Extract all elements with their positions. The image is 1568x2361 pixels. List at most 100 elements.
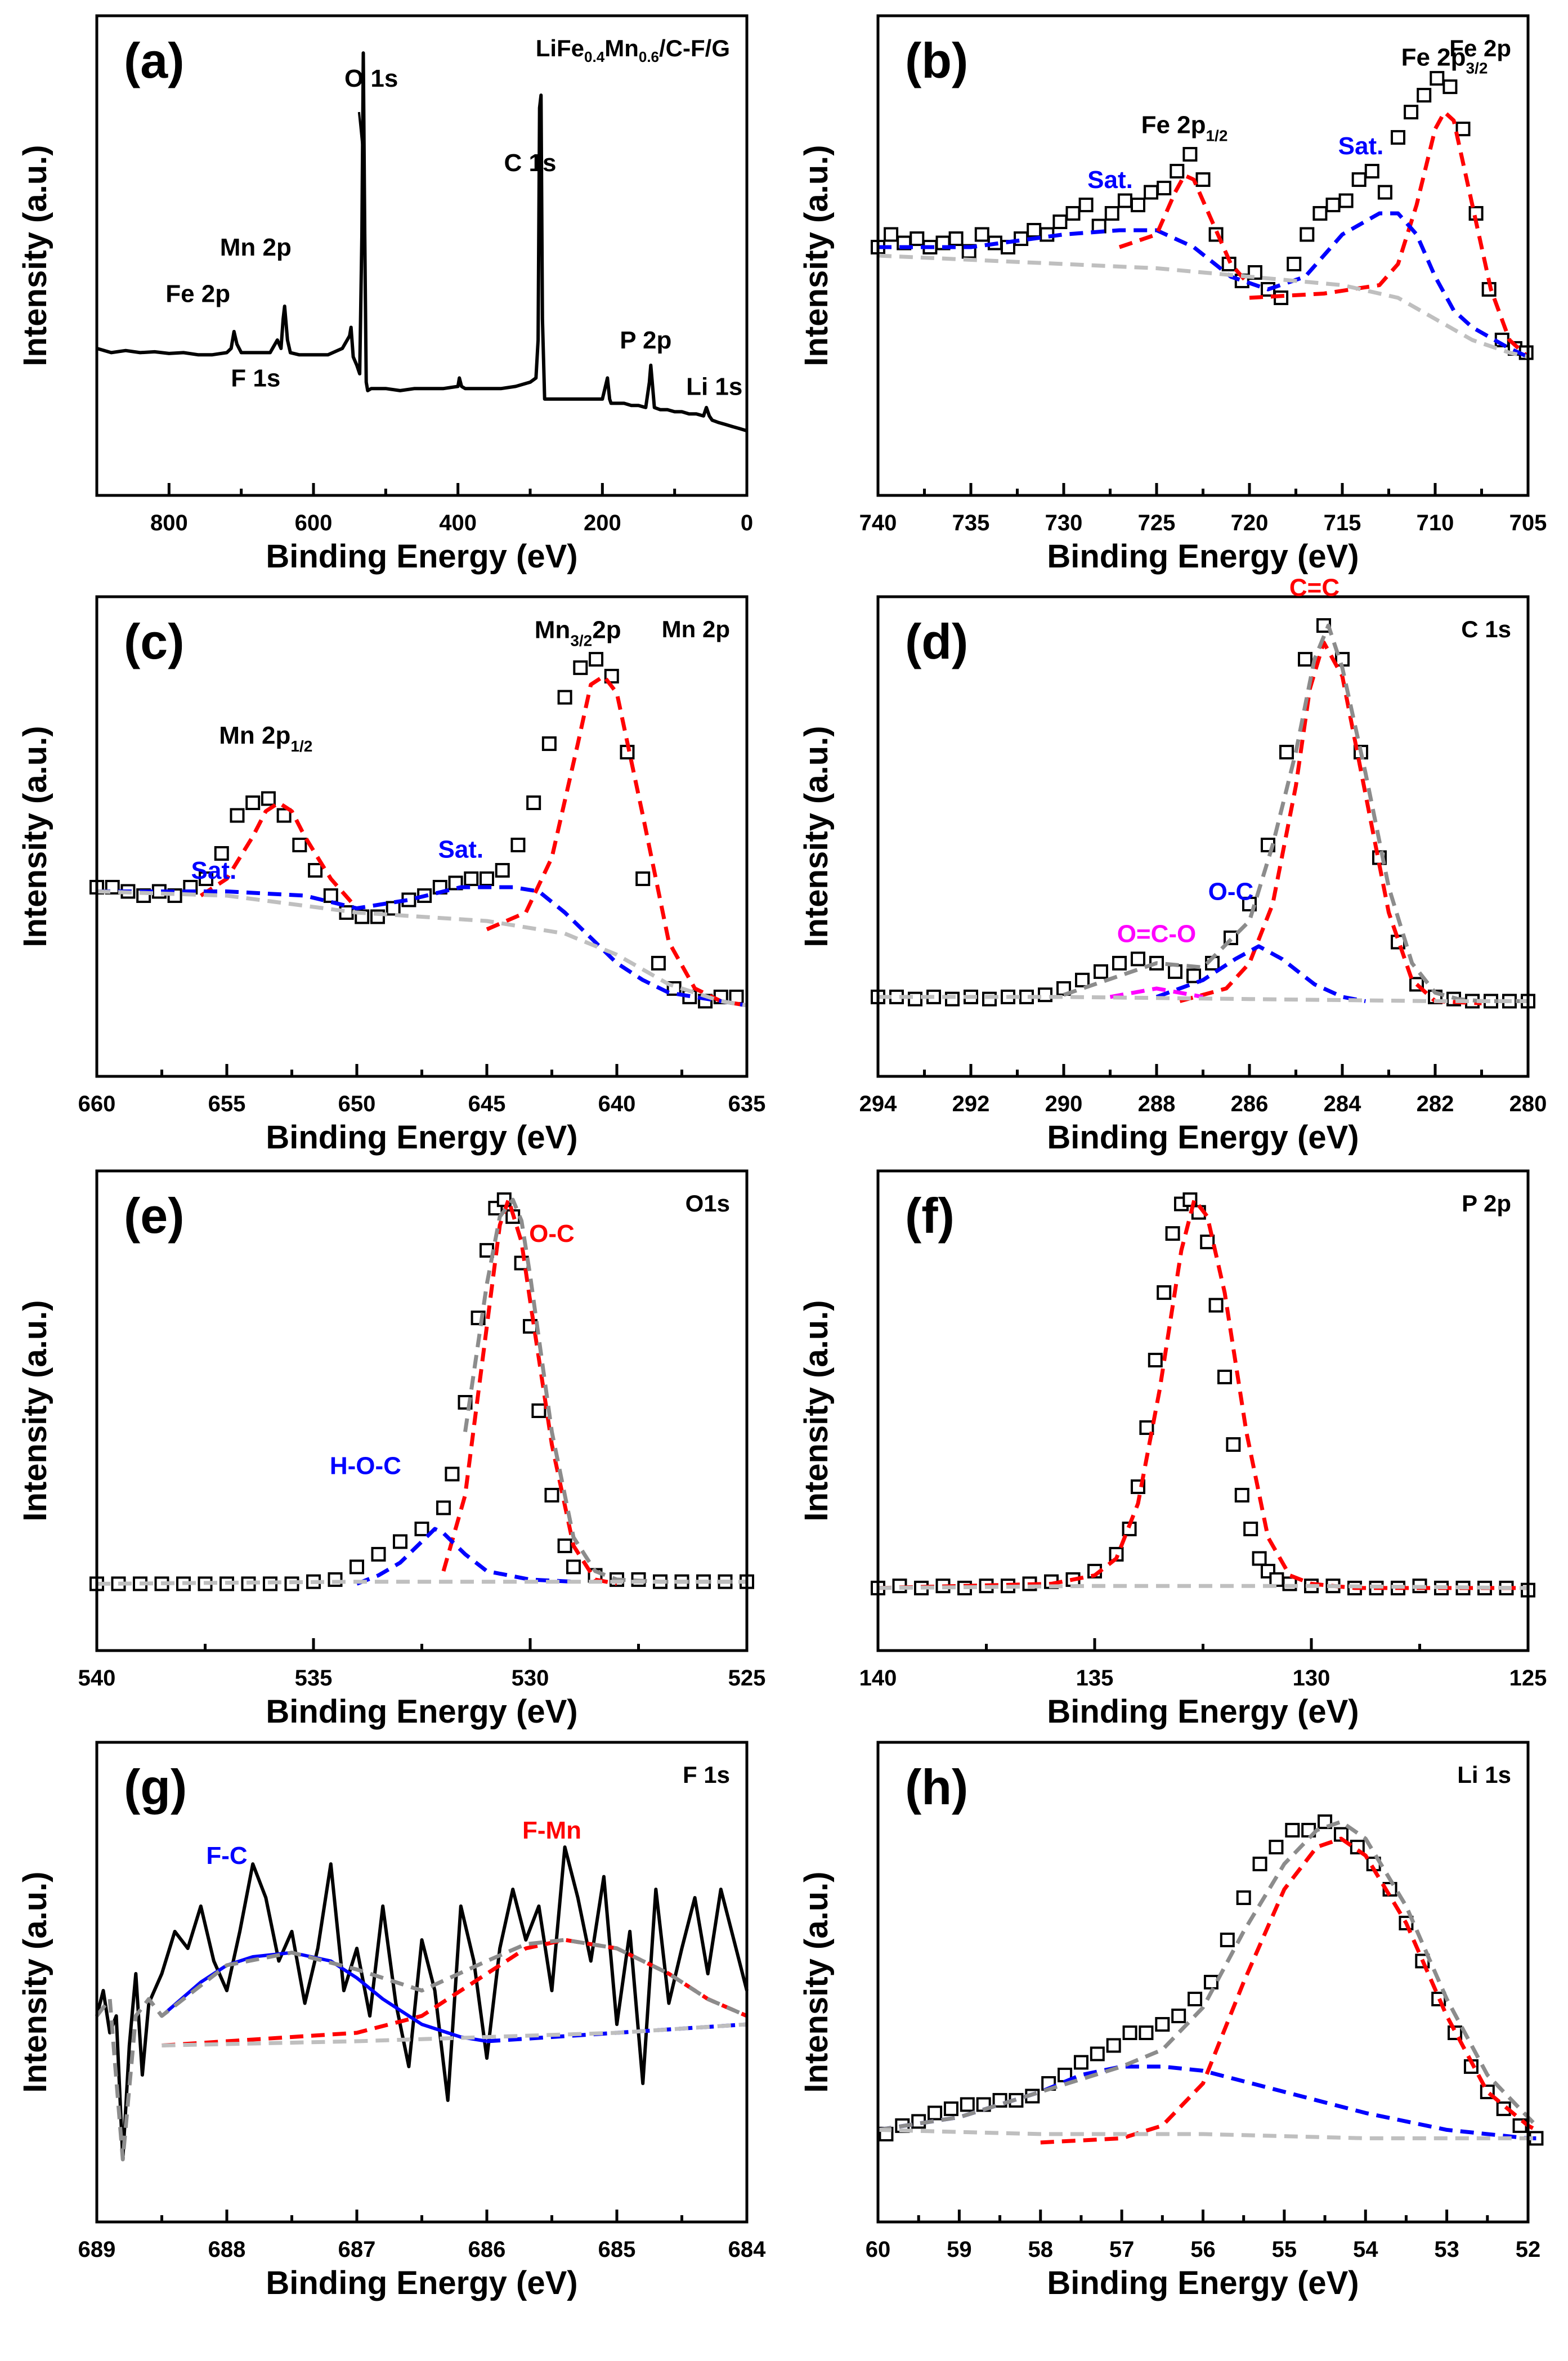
- series-g-background: [162, 2022, 747, 2047]
- series-line: [1179, 640, 1482, 1005]
- peak-annotation: Sat.: [438, 835, 483, 863]
- data-point: [1106, 2038, 1121, 2053]
- panel-letter: (c): [124, 614, 185, 669]
- data-point: [445, 1466, 460, 1482]
- series-line: [162, 2022, 747, 2047]
- series-b-sat: [878, 211, 1529, 359]
- data-point: [1226, 1437, 1241, 1452]
- peak-annotation: O=C-O: [1117, 920, 1197, 947]
- data-point: [531, 1403, 546, 1418]
- data-point: [464, 871, 479, 886]
- series-e-background: [96, 1580, 747, 1586]
- peak-annotation: O-C: [1208, 878, 1254, 905]
- peak-annotation: P 2p: [620, 327, 671, 354]
- panel-title: F 1s: [683, 1761, 730, 1788]
- series-e-data: [89, 1192, 754, 1591]
- series-line: [96, 1580, 747, 1586]
- data-point: [928, 2105, 943, 2121]
- data-point: [1338, 193, 1354, 208]
- data-point: [1252, 1857, 1267, 1872]
- x-tick-label: 292: [952, 1092, 990, 1116]
- x-tick-label: 280: [1509, 1092, 1547, 1116]
- data-point: [1157, 181, 1172, 196]
- x-tick-label: 688: [208, 2237, 246, 2262]
- x-axis-title: Binding Energy (eV): [1047, 538, 1359, 575]
- panel-h: 60 59 58 57 56 55 54 53 52 Binding Energy (eV) Int…: [798, 1741, 1544, 2301]
- x-tick-label: 535: [295, 1666, 333, 1691]
- x-tick-label: 650: [338, 1092, 376, 1116]
- x-tick-label: 282: [1417, 1092, 1454, 1116]
- data-point: [386, 901, 401, 916]
- series-c-background: [96, 889, 747, 1008]
- panel-letter: (h): [905, 1759, 968, 1815]
- data-point: [1430, 71, 1445, 86]
- x-tick-label: 59: [947, 2237, 972, 2262]
- x-axis-title: Binding Energy (eV): [1047, 1693, 1359, 1730]
- data-point: [1252, 1551, 1267, 1566]
- data-point: [414, 1521, 429, 1536]
- x-axis-title: Binding Energy (eV): [266, 538, 577, 575]
- data-point: [1269, 1572, 1284, 1587]
- x-axis-title: Binding Energy (eV): [266, 1119, 577, 1156]
- panel-title: Mn 2p: [662, 616, 730, 642]
- series-h-data: [879, 1814, 1544, 2146]
- data-point: [1364, 164, 1379, 179]
- data-point: [1282, 1576, 1297, 1591]
- y-axis-title: Intensity (a.u.): [798, 145, 835, 366]
- data-point: [1131, 951, 1145, 967]
- data-point: [1170, 164, 1185, 179]
- series-line: [1249, 110, 1530, 359]
- axes-frame: [95, 595, 749, 1078]
- data-point: [1094, 964, 1108, 979]
- series-e-H-O-C: [356, 1527, 574, 1586]
- panel-a: 800 600 400 200 0 Binding Energy (eV) Intensit…: [17, 14, 753, 575]
- series-d-O-C-O: [1109, 986, 1204, 999]
- x-tick-label: 720: [1231, 511, 1269, 535]
- series-g-data: [95, 1845, 749, 2161]
- series-line: [199, 801, 359, 910]
- data-point: [1455, 122, 1471, 137]
- data-point: [1279, 745, 1294, 760]
- data-point: [541, 736, 557, 752]
- data-point: [1168, 964, 1182, 979]
- data-point: [974, 227, 989, 242]
- data-point: [1014, 231, 1029, 247]
- sample-formula: LiFe0.4Mn0.6/C-F/G: [536, 35, 730, 65]
- panel-title: C 1s: [1461, 616, 1511, 642]
- peak-annotation: Fe 2p3/2: [1401, 44, 1488, 77]
- y-axis-title: Intensity (a.u.): [17, 726, 53, 947]
- series-c-Mn-2p1-2: [199, 801, 359, 910]
- x-tick-label: 740: [859, 511, 897, 535]
- peak-annotation: F-C: [206, 1842, 247, 1870]
- data-point: [1131, 198, 1145, 213]
- panel-letter: (d): [905, 614, 968, 669]
- data-point: [566, 1559, 581, 1575]
- series-line: [877, 2127, 1536, 2140]
- data-point: [1220, 1933, 1235, 1948]
- x-tick-label: 635: [728, 1092, 766, 1116]
- data-point: [1442, 79, 1458, 95]
- series-b-Fe-2p1-2: [1118, 173, 1251, 287]
- series-d-data: [871, 618, 1535, 1009]
- x-tick-label: 710: [1417, 511, 1454, 535]
- data-point: [1075, 972, 1090, 987]
- x-tick-label: 140: [859, 1666, 897, 1691]
- x-tick-label: 0: [741, 511, 753, 535]
- peak-annotation: Sat.: [1087, 166, 1133, 194]
- series-line: [878, 211, 1529, 359]
- data-point: [526, 795, 541, 811]
- series-line: [877, 1584, 1529, 1590]
- peak-annotation: O-C: [529, 1220, 575, 1247]
- x-tick-label: 800: [150, 511, 188, 535]
- data-point: [1104, 206, 1119, 221]
- x-tick-label: 400: [439, 511, 477, 535]
- data-point: [1243, 1521, 1258, 1536]
- x-tick-label: 660: [78, 1092, 116, 1116]
- data-point: [1300, 227, 1315, 242]
- data-point: [1065, 206, 1081, 221]
- axes-frame: [95, 14, 749, 497]
- axes-frame: [95, 1169, 749, 1652]
- series-line: [1118, 173, 1251, 287]
- data-point: [328, 1572, 343, 1587]
- data-point: [1448, 2025, 1463, 2040]
